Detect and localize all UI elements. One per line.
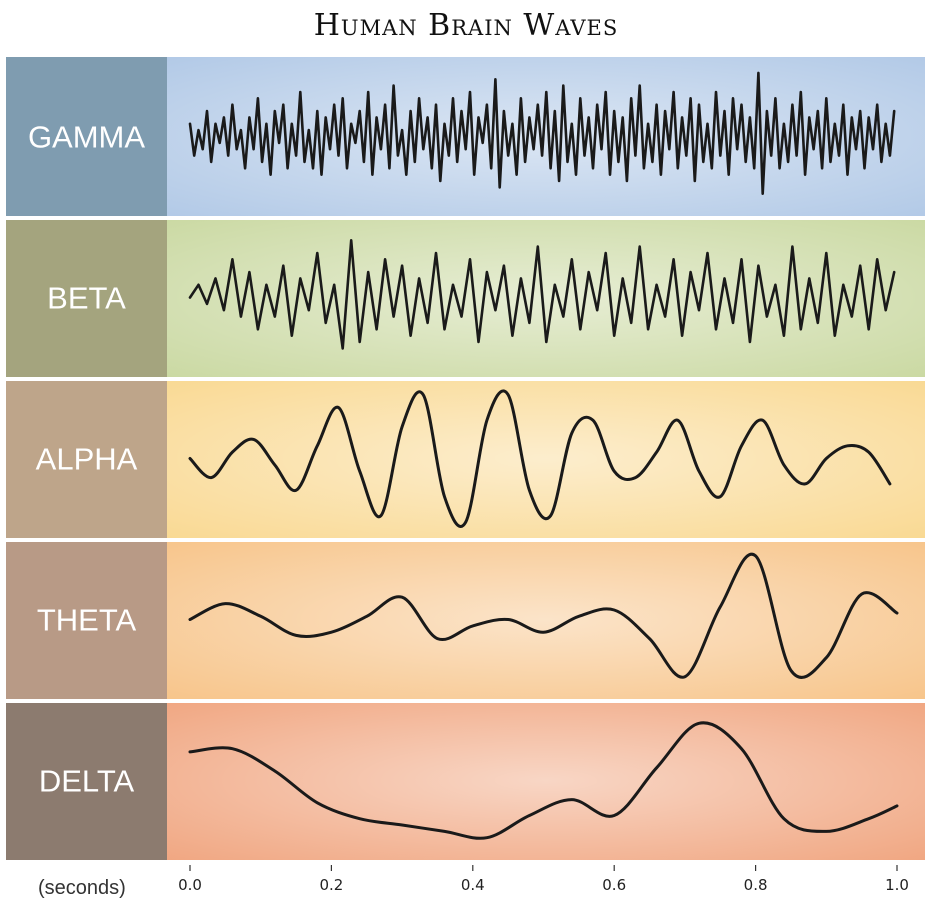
x-axis: (seconds) 0.0 0.2 0.4 0.6 0.8 1.0 — [38, 865, 909, 899]
band-delta: DELTA — [6, 701, 925, 860]
band-glow-theta — [167, 540, 925, 699]
wave-line-alpha — [188, 389, 892, 528]
wave-line-beta — [188, 239, 896, 350]
x-tick-label: 0.4 — [461, 876, 485, 894]
band-label-beta: BETA — [47, 281, 126, 316]
band-label-box-delta — [6, 701, 167, 860]
band-label-theta: THETA — [37, 603, 137, 638]
band-label-box-gamma — [6, 57, 167, 216]
band-label-box-theta — [6, 540, 167, 699]
wave-line-theta — [188, 552, 899, 679]
band-glow-alpha — [167, 379, 925, 538]
x-tick-label: 0.0 — [178, 876, 202, 894]
band-label-box-beta — [6, 218, 167, 377]
x-tick-label: 0.6 — [602, 876, 626, 894]
chart-title: Human Brain Waves — [313, 8, 619, 43]
band-label-gamma: GAMMA — [28, 120, 145, 155]
wave-bands: GAMMA BETA ALPHA THETA DELTA — [6, 57, 925, 860]
band-label-alpha: ALPHA — [36, 442, 138, 477]
band-alpha: ALPHA — [6, 379, 925, 538]
wave-line-gamma — [188, 71, 896, 195]
band-glow-beta — [167, 218, 925, 377]
band-label-box-alpha — [6, 379, 167, 538]
band-label-delta: DELTA — [39, 764, 135, 799]
x-axis-unit-label: (seconds) — [38, 877, 126, 899]
band-separator — [6, 700, 925, 703]
wave-line-delta — [188, 721, 899, 840]
x-tick-label: 0.2 — [319, 876, 343, 894]
x-tick-label: 0.8 — [744, 876, 768, 894]
band-separator — [6, 539, 925, 542]
x-tick-label: 1.0 — [885, 876, 909, 894]
band-beta: BETA — [6, 218, 925, 377]
band-gamma: GAMMA — [6, 57, 925, 216]
band-separator — [6, 378, 925, 381]
band-theta: THETA — [6, 540, 925, 699]
band-glow-delta — [167, 701, 925, 860]
band-separator — [6, 217, 925, 220]
